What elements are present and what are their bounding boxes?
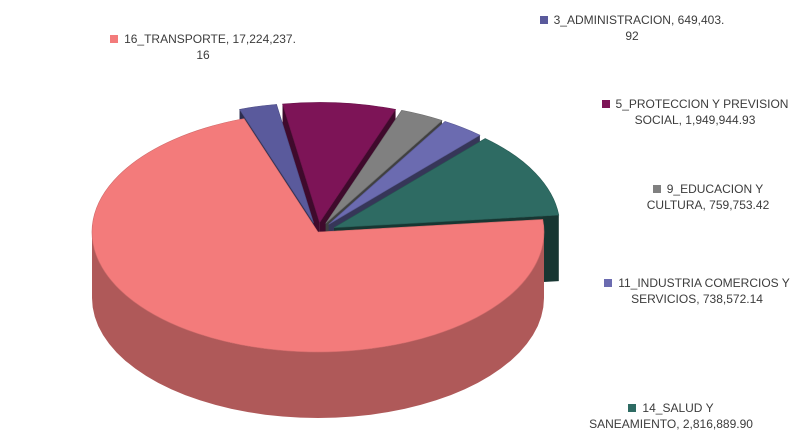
pie-slice-16-transporte: [91, 118, 545, 353]
legend-entry-industria: 11_INDUSTRIA COMERCIOS Y SERVICIOS, 738,…: [594, 275, 800, 307]
legend-entry-salud: 14_SALUD Y SANEAMIENTO, 2,816,889.90: [560, 400, 782, 432]
pie-slice-3-administracion: [239, 104, 314, 223]
legend-swatch-transporte: [110, 35, 119, 43]
pie-slice-5-proteccion-y-prevision-social: [282, 102, 397, 224]
legend-label-proteccion: 5_PROTECCION Y PREVISION SOCIAL, 1,949,9…: [615, 97, 789, 127]
legend-label-salud: 14_SALUD Y SANEAMIENTO, 2,816,889.90: [589, 401, 753, 431]
pie-outer-wall-16-transporte: [92, 232, 544, 418]
legend-swatch-salud: [628, 404, 637, 412]
pie-tops: [91, 102, 560, 353]
legend-label-industria: 11_INDUSTRIA COMERCIOS Y SERVICIOS, 738,…: [618, 276, 790, 306]
legend-swatch-industria: [604, 279, 613, 287]
legend-entry-administracion: 3_ADMINISTRACION, 649,403. 92: [522, 12, 742, 44]
legend-entry-proteccion: 5_PROTECCION Y PREVISION SOCIAL, 1,949,9…: [596, 96, 794, 128]
pie-slice-11-industria-comercios-y-servicios: [328, 121, 481, 225]
legend-swatch-proteccion: [601, 100, 610, 108]
legend-entry-educacion: 9_EDUCACION Y CULTURA, 759,753.42: [628, 181, 788, 213]
legend-label-administracion: 3_ADMINISTRACION, 649,403. 92: [553, 13, 725, 43]
pie-slice-14-salud-y-saneamiento: [333, 138, 560, 228]
legend-entry-transporte: 16_TRANSPORTE, 17,224,237. 16: [108, 31, 298, 63]
legend-label-transporte: 16_TRANSPORTE, 17,224,237. 16: [124, 32, 296, 62]
legend-swatch-educacion: [652, 185, 661, 193]
pie-slice-9-educacion-y-cultura: [325, 110, 443, 224]
legend-swatch-administracion: [539, 16, 548, 24]
legend-label-educacion: 9_EDUCACION Y CULTURA, 759,753.42: [646, 182, 770, 212]
